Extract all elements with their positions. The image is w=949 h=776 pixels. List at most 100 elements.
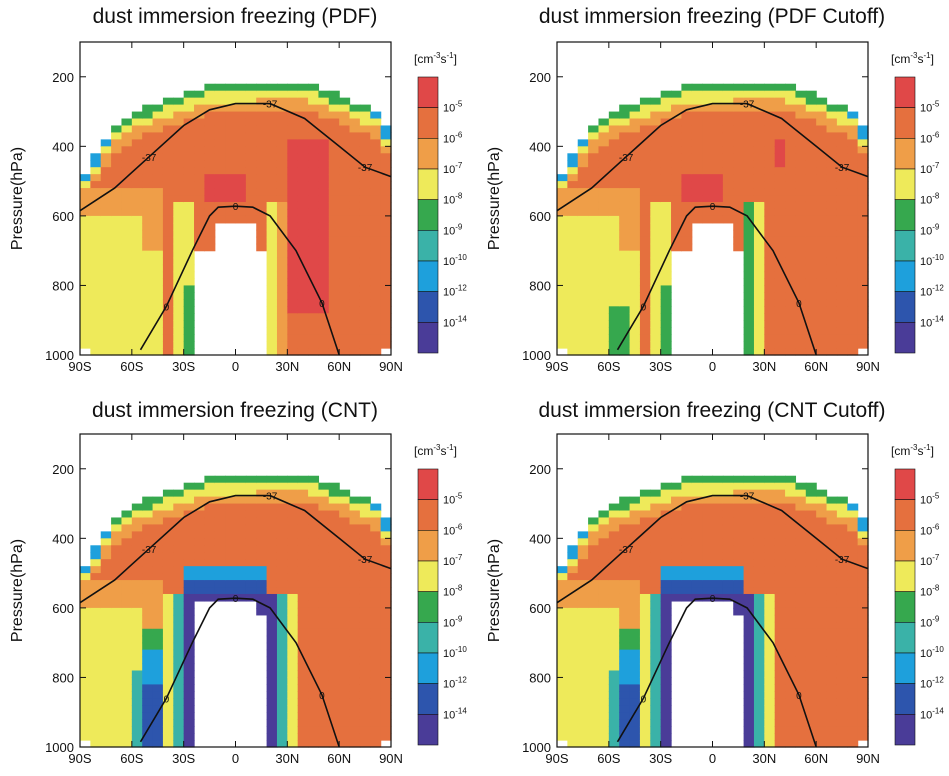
heatmap-cell [598,271,610,280]
heatmap-cell [349,719,361,727]
heatmap-cell [619,271,631,280]
heatmap-cell [380,278,392,287]
heatmap-cell [287,496,299,505]
heatmap-cell [235,524,247,532]
heatmap-cell [671,229,682,238]
heatmap-cell [287,160,299,168]
heatmap-cell [557,222,568,231]
heatmap-cell [650,740,662,748]
heatmap-cell [276,635,288,644]
heatmap-cell [557,607,568,616]
heatmap-cell [608,510,620,519]
heatmap-cell [619,642,631,651]
heatmap-cell [318,712,330,720]
heatmap-cell [204,475,216,484]
contour-label: -37 [740,492,755,503]
heatmap-cell [142,327,154,335]
heatmap-cell [816,719,828,727]
heatmap-cell [764,740,776,748]
heatmap-cell [805,628,817,637]
heatmap-cell [339,573,351,581]
heatmap-cell [152,341,164,349]
heatmap-cell [857,181,869,189]
heatmap-cell [256,475,268,484]
heatmap-cell [173,160,185,168]
heatmap-cell [816,580,828,588]
heatmap-cell [629,517,641,526]
heatmap-cell [318,236,330,245]
heatmap-cell [681,510,693,519]
heatmap-cell [111,292,123,300]
heatmap-cell [142,201,154,210]
heatmap-cell [349,132,361,140]
heatmap-cell [183,236,195,245]
heatmap-cell [235,104,247,113]
heatmap-cell [349,593,361,602]
heatmap-cell [380,698,392,706]
heatmap-cell [183,677,195,685]
heatmap-cell [380,208,392,217]
heatmap-cell [80,733,91,741]
heatmap-cell [308,125,320,134]
heatmap-cell [256,496,268,505]
heatmap-cell [785,174,797,182]
heatmap-cell [235,195,247,203]
heatmap-cell [785,482,797,491]
heatmap-cell [785,215,797,224]
heatmap-cell [245,195,257,203]
heatmap-cell [847,278,859,287]
heatmap-cell [608,313,620,321]
colorbar-unit: [cm-3s-1] [891,443,934,458]
heatmap-cell [318,726,330,734]
heatmap-cell [131,264,143,273]
heatmap-cell [847,614,859,623]
heatmap-cell [359,348,371,356]
heatmap-cell [743,649,755,658]
heatmap-cell [712,139,724,147]
heatmap-cell [588,299,600,307]
heatmap-cell [795,719,807,727]
heatmap-cell [173,264,185,273]
heatmap-cell [131,257,143,266]
heatmap-cell [764,257,776,266]
heatmap-cell [297,684,309,692]
heatmap-cell [577,670,589,679]
heatmap-cell [795,90,807,99]
colorbar-label: 10-14 [443,706,467,721]
heatmap-cell [816,271,828,280]
heatmap-cell [100,167,112,175]
heatmap-cell [733,208,745,217]
colorbar-swatch [894,230,916,262]
heatmap-cell [266,125,278,134]
heatmap-cell [650,139,662,147]
heatmap-cell [287,559,299,567]
heatmap-cell [142,264,154,273]
heatmap-cell [660,517,672,526]
heatmap-cell [297,489,309,498]
heatmap-cell [795,299,807,307]
heatmap-cell [650,670,662,679]
heatmap-cell [722,132,734,140]
heatmap-cell [183,90,195,99]
heatmap-cell [162,712,174,720]
heatmap-cell [256,195,268,203]
heatmap-cell [111,733,123,741]
heatmap-cell [297,160,309,168]
heatmap-cell [297,299,309,307]
heatmap-cell [256,146,268,154]
heatmap-cell [660,712,672,720]
heatmap-cell [702,195,714,203]
heatmap-cell [121,614,133,623]
heatmap-cell [266,139,278,147]
heatmap-cell [339,327,351,335]
heatmap-cell [349,243,361,252]
heatmap-cell [753,538,765,546]
heatmap-cell [349,670,361,679]
heatmap-cell [380,621,392,630]
heatmap-cell [629,264,641,273]
panel-title: dust immersion freezing (PDF) [93,5,378,28]
heatmap-cell [753,635,765,644]
heatmap-cell [111,607,123,616]
heatmap-cell [650,167,662,175]
